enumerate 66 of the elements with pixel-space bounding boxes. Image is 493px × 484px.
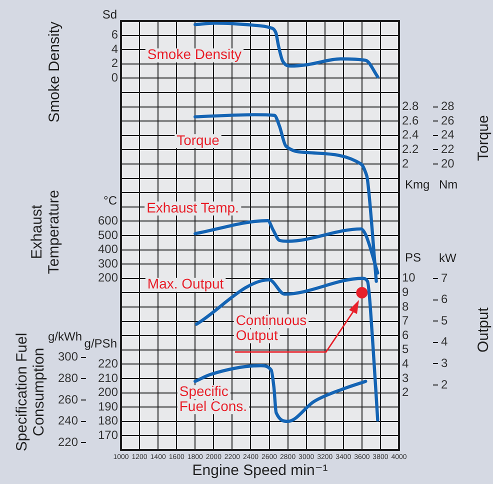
y-tick-label: 600 xyxy=(98,214,118,228)
series-label: Specific Fuel Cons. xyxy=(179,382,248,414)
y2-tick-label: 28 xyxy=(441,99,455,114)
line-series xyxy=(194,22,380,78)
y-tick-label: 9 xyxy=(402,285,409,300)
series-label: Max. Output xyxy=(147,276,224,292)
series-label: Smoke Density xyxy=(147,46,242,62)
series-label: Exhaust Temp. xyxy=(146,199,239,216)
y2-tick-label: 6 xyxy=(441,292,448,306)
y-tick-label: 200 xyxy=(98,270,118,285)
y2-tick-label: 220 xyxy=(58,434,78,449)
y-tick-label: 4 xyxy=(402,356,409,371)
y2-tick-label: 3 xyxy=(441,356,448,370)
text: kW xyxy=(439,250,457,265)
y-tick-label: 10 xyxy=(402,270,416,285)
text: Sd xyxy=(102,8,117,22)
y-tick-label: 2 xyxy=(402,156,409,170)
text: Nm xyxy=(439,177,458,192)
y2-tick-label: 240 xyxy=(58,414,78,428)
y2-tick-label: 22 xyxy=(441,142,455,156)
y-tick-label: 7 xyxy=(402,314,409,328)
y2-tick-label: 24 xyxy=(441,128,455,142)
y-tick-label: 2.8 xyxy=(402,99,420,114)
text: g/PSh xyxy=(84,336,117,351)
y-tick-label: 2.6 xyxy=(402,113,420,128)
y2-tick-label: 2 xyxy=(441,377,448,392)
y2-tick-label: 7 xyxy=(441,270,448,285)
y2-tick-label: 280 xyxy=(58,370,78,385)
y2-tick-label: 20 xyxy=(441,156,455,170)
y-tick-label: 210 xyxy=(98,370,118,385)
x-axis-title: Engine Speed min⁻¹ xyxy=(192,462,328,480)
y-tick-label: 2.4 xyxy=(402,128,420,142)
y-tick-label: 5 xyxy=(402,342,409,356)
y-tick-label: 6 xyxy=(402,328,409,342)
y-tick-label: 2 xyxy=(111,56,118,70)
y-tick-label: 200 xyxy=(98,385,118,400)
y2-tick-label: 300 xyxy=(58,350,78,364)
y2-axis-title: Torque xyxy=(475,115,492,161)
y2-tick-label: 4 xyxy=(441,334,448,349)
text: Kmg xyxy=(405,177,430,192)
y2-tick-label: 260 xyxy=(58,392,78,406)
text: PS xyxy=(405,250,422,265)
y2-tick-label: 5 xyxy=(441,313,448,328)
y-tick-label: 3 xyxy=(402,370,409,385)
y-tick-label: 300 xyxy=(98,256,118,270)
y-tick-label: 220 xyxy=(98,356,118,371)
series-label: Torque xyxy=(176,132,220,148)
y-tick-label: 0 xyxy=(111,70,118,85)
text: Continuous Output xyxy=(236,312,307,344)
y-tick-label: 500 xyxy=(98,228,118,242)
y-tick-label: 6 xyxy=(111,28,118,42)
y-axis-title: Smoke Density xyxy=(46,21,64,122)
y-tick-label: 400 xyxy=(98,242,118,256)
y-tick-label: 190 xyxy=(98,399,118,414)
y2-axis-title: Output xyxy=(475,306,492,353)
y-tick-label: 180 xyxy=(98,414,118,428)
y-axis-title: Exhaust Temperature xyxy=(28,190,63,274)
y-tick-label: 2 xyxy=(402,385,409,400)
y2-axis-title: Specification Fuel Consumption xyxy=(14,332,48,452)
y-tick-label: 170 xyxy=(98,428,118,442)
y-tick-label: 2.2 xyxy=(402,142,420,156)
text: °C xyxy=(104,194,118,208)
y-tick-label: 8 xyxy=(402,299,409,314)
y-tick-label: 4 xyxy=(111,42,118,56)
y2-tick-label: 26 xyxy=(441,113,455,128)
text: g/kWh xyxy=(48,330,82,344)
